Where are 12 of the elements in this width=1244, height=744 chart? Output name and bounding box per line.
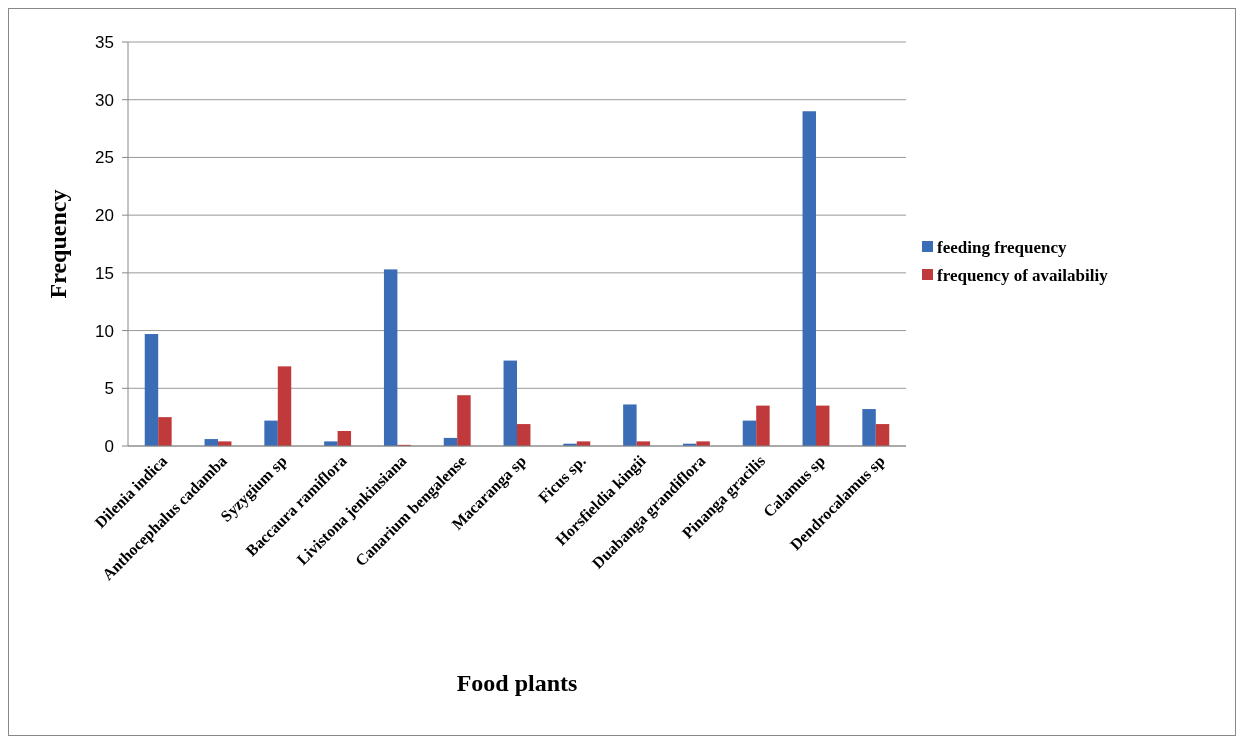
- y-tick-label: 15: [95, 263, 114, 283]
- y-tick-label: 20: [95, 206, 114, 226]
- y-tick-label: 35: [95, 32, 114, 52]
- y-tick-label: 5: [104, 379, 114, 399]
- legend-label: feeding frequency: [937, 237, 1068, 257]
- y-axis-title: Frequency: [45, 189, 71, 299]
- x-axis-title: Food plants: [456, 670, 578, 696]
- y-tick-label: 0: [104, 436, 114, 456]
- y-tick-label: 30: [95, 90, 114, 110]
- legend-label: frequency of availabiliy: [937, 265, 1109, 285]
- y-tick-label: 10: [95, 321, 114, 341]
- y-tick-label: 25: [95, 148, 114, 168]
